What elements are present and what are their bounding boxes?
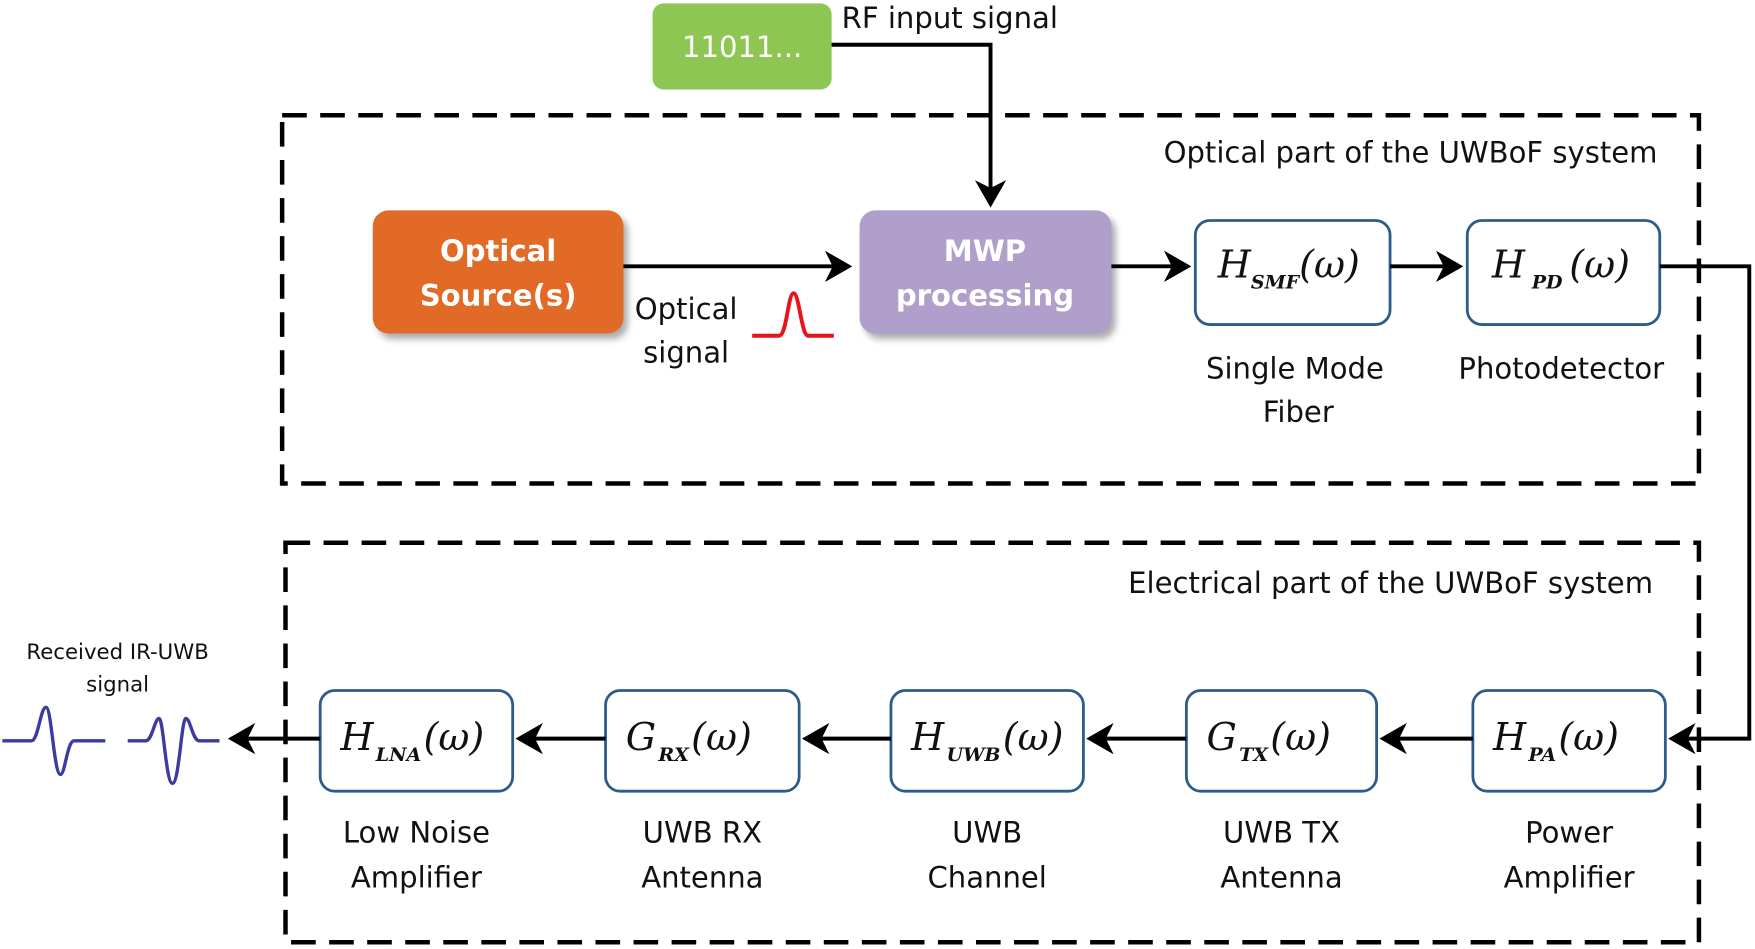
uwb-channel-label: Channel xyxy=(927,860,1046,894)
smf-label: Single Mode xyxy=(1206,351,1384,385)
electrical-part-frame xyxy=(283,540,1702,945)
svg-text:GTX(ω): G TX(ω) xyxy=(1207,715,1331,766)
svg-text:Optical: Optical xyxy=(440,234,556,268)
power-amplifier-label: Power xyxy=(1525,816,1613,850)
uwb-channel-block: H UWB(ω) xyxy=(889,689,1085,793)
uwb-rx-antenna-label: UWB RX xyxy=(643,816,762,850)
uwb-rx-antenna-label: Antenna xyxy=(641,860,763,894)
uwb-tx-antenna-block: G TX(ω) xyxy=(1184,689,1379,793)
rf-input-label: RF input signal xyxy=(842,1,1058,35)
pd-block: H PD (ω) xyxy=(1465,219,1662,326)
optical-part-frame xyxy=(279,113,1702,486)
input-bits: 11011... xyxy=(682,30,802,64)
svg-text:MWP: MWP xyxy=(944,234,1026,268)
svg-text:Source(s): Source(s) xyxy=(420,279,577,313)
uwb-tx-antenna-label: Antenna xyxy=(1220,860,1342,894)
rf-input-arrow xyxy=(831,42,1007,208)
lna-label: Amplifier xyxy=(351,860,482,894)
smf-block: HSMF(ω) xyxy=(1193,219,1392,326)
input-bits-block xyxy=(652,3,832,90)
svg-text:HPA(ω): H PA(ω) xyxy=(1492,715,1619,766)
pd-label: Photodetector xyxy=(1458,351,1664,385)
optical-signal-label-2: signal xyxy=(643,336,729,370)
lna-block: H LNA(ω) xyxy=(318,689,515,793)
svg-text:GRX(ω): G RX(ω) xyxy=(626,715,752,766)
power-amplifier-block: H PA(ω) xyxy=(1471,689,1667,793)
received-signal-label: Received IR-UWB xyxy=(26,640,208,665)
optical-signal-label: Optical xyxy=(635,292,738,326)
uwb-rx-antenna-block: G RX(ω) xyxy=(604,689,801,793)
pd-to-pa-arrow xyxy=(1659,264,1752,755)
received-signal-label-2: signal xyxy=(86,673,149,698)
optical-pulse-icon xyxy=(752,291,834,338)
smf-label-2: Fiber xyxy=(1263,395,1334,429)
uwb-channel-label: UWB xyxy=(952,816,1022,850)
uwb-pulse-icon xyxy=(2,705,220,786)
uwb-tx-antenna-label: UWB TX xyxy=(1223,816,1340,850)
electrical-part-title: Electrical part of the UWBoF system xyxy=(1128,566,1653,600)
lna-label: Low Noise xyxy=(343,816,490,850)
mwp-processing-block: MWP processing xyxy=(859,210,1112,334)
optical-part-title: Optical part of the UWBoF system xyxy=(1164,135,1658,169)
power-amplifier-label: Amplifier xyxy=(1504,860,1635,894)
svg-text:HPD(ω): H PD (ω) xyxy=(1491,243,1630,294)
svg-text:HSMF(ω): HSMF(ω) xyxy=(1217,243,1360,294)
optical-source-block: Optical Source(s) xyxy=(372,210,624,334)
svg-text:processing: processing xyxy=(896,279,1074,313)
